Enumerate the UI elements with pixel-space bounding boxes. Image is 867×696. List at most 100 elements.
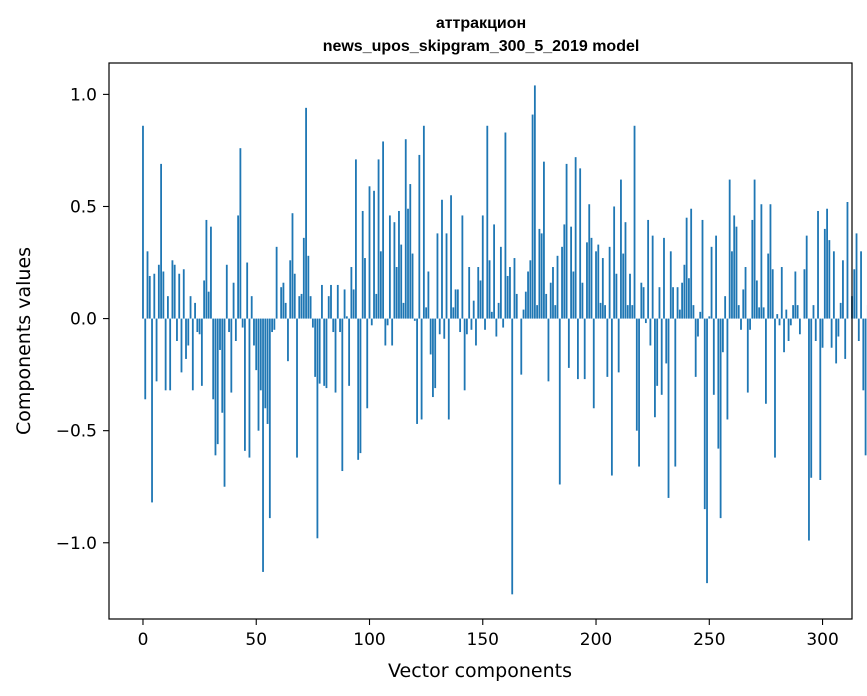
bar xyxy=(343,289,346,319)
bar xyxy=(826,208,828,319)
bar xyxy=(368,186,371,319)
bar xyxy=(533,85,536,319)
bar xyxy=(327,296,330,319)
bar xyxy=(225,264,228,319)
bar xyxy=(160,163,162,319)
bar xyxy=(182,269,185,319)
bar xyxy=(554,305,557,319)
bar xyxy=(452,307,455,319)
bar xyxy=(688,278,690,319)
bar xyxy=(633,125,636,319)
bar xyxy=(307,255,310,319)
bar xyxy=(515,293,518,319)
bar xyxy=(472,300,475,319)
bar xyxy=(370,318,373,326)
bar xyxy=(721,318,724,353)
bar xyxy=(794,271,797,319)
bar xyxy=(262,318,264,572)
bar xyxy=(563,224,566,319)
bar xyxy=(717,318,720,449)
bar xyxy=(665,318,668,364)
bar xyxy=(658,287,661,319)
bar xyxy=(792,305,795,319)
y-axis: −1.0 −0.5 0.0 0.5 1.0 xyxy=(56,85,109,554)
bar xyxy=(228,318,230,333)
bar xyxy=(513,258,516,319)
bar xyxy=(796,305,799,319)
bar xyxy=(683,264,686,319)
bar xyxy=(407,208,409,319)
bar xyxy=(522,309,525,319)
bar xyxy=(214,318,217,456)
bar xyxy=(570,226,573,319)
bar xyxy=(810,318,813,478)
bar xyxy=(413,318,416,321)
bar xyxy=(798,318,801,335)
bar xyxy=(742,289,745,319)
x-tick-label: 150 xyxy=(467,630,499,650)
bar xyxy=(699,311,702,319)
bar xyxy=(427,271,430,319)
bar xyxy=(411,253,414,319)
bar xyxy=(191,318,194,391)
x-tick-label: 50 xyxy=(245,630,267,650)
bar xyxy=(608,246,611,319)
bar xyxy=(663,237,665,319)
bar xyxy=(185,318,187,359)
bar xyxy=(232,282,235,319)
bar xyxy=(393,222,396,319)
bar xyxy=(502,318,505,328)
bar xyxy=(334,318,337,393)
bar xyxy=(651,235,654,319)
chart-title: аттракцион xyxy=(436,15,526,32)
bar xyxy=(855,233,858,319)
bar xyxy=(373,190,375,319)
bar xyxy=(511,318,514,595)
bar xyxy=(685,217,688,319)
bar xyxy=(264,318,267,409)
bar xyxy=(626,305,629,319)
bar xyxy=(291,213,294,319)
bar xyxy=(814,318,817,341)
bar xyxy=(443,318,446,339)
bar xyxy=(649,318,652,346)
bar xyxy=(321,284,323,319)
bar xyxy=(538,228,541,319)
bar xyxy=(509,267,511,319)
bar xyxy=(176,318,178,341)
bar xyxy=(586,242,588,319)
bar xyxy=(466,318,468,335)
bar xyxy=(857,318,860,341)
bar xyxy=(746,318,749,393)
bar xyxy=(543,161,545,319)
bar xyxy=(364,258,366,319)
bar xyxy=(404,139,407,319)
bar xyxy=(832,251,835,319)
bar xyxy=(216,318,219,445)
bar xyxy=(735,226,738,319)
bar xyxy=(244,318,246,451)
bar xyxy=(495,318,498,337)
x-tick-label: 300 xyxy=(806,630,838,650)
bar xyxy=(769,204,772,319)
x-axis: 0 50 100 150 200 250 300 xyxy=(138,619,839,650)
bar xyxy=(529,260,532,319)
bar xyxy=(300,293,303,319)
bar xyxy=(565,163,568,319)
bar-series xyxy=(142,85,867,595)
bar xyxy=(157,264,160,319)
bar xyxy=(246,262,249,319)
bar xyxy=(475,318,477,346)
bar xyxy=(189,296,192,319)
bar xyxy=(579,168,582,319)
bar xyxy=(828,240,831,319)
bar xyxy=(803,269,806,319)
bar xyxy=(200,318,203,386)
bar xyxy=(194,302,196,319)
bar xyxy=(823,228,826,319)
bar xyxy=(447,318,450,420)
bar xyxy=(481,215,484,319)
bar xyxy=(332,318,335,333)
bar xyxy=(733,215,736,319)
bar xyxy=(787,318,790,341)
